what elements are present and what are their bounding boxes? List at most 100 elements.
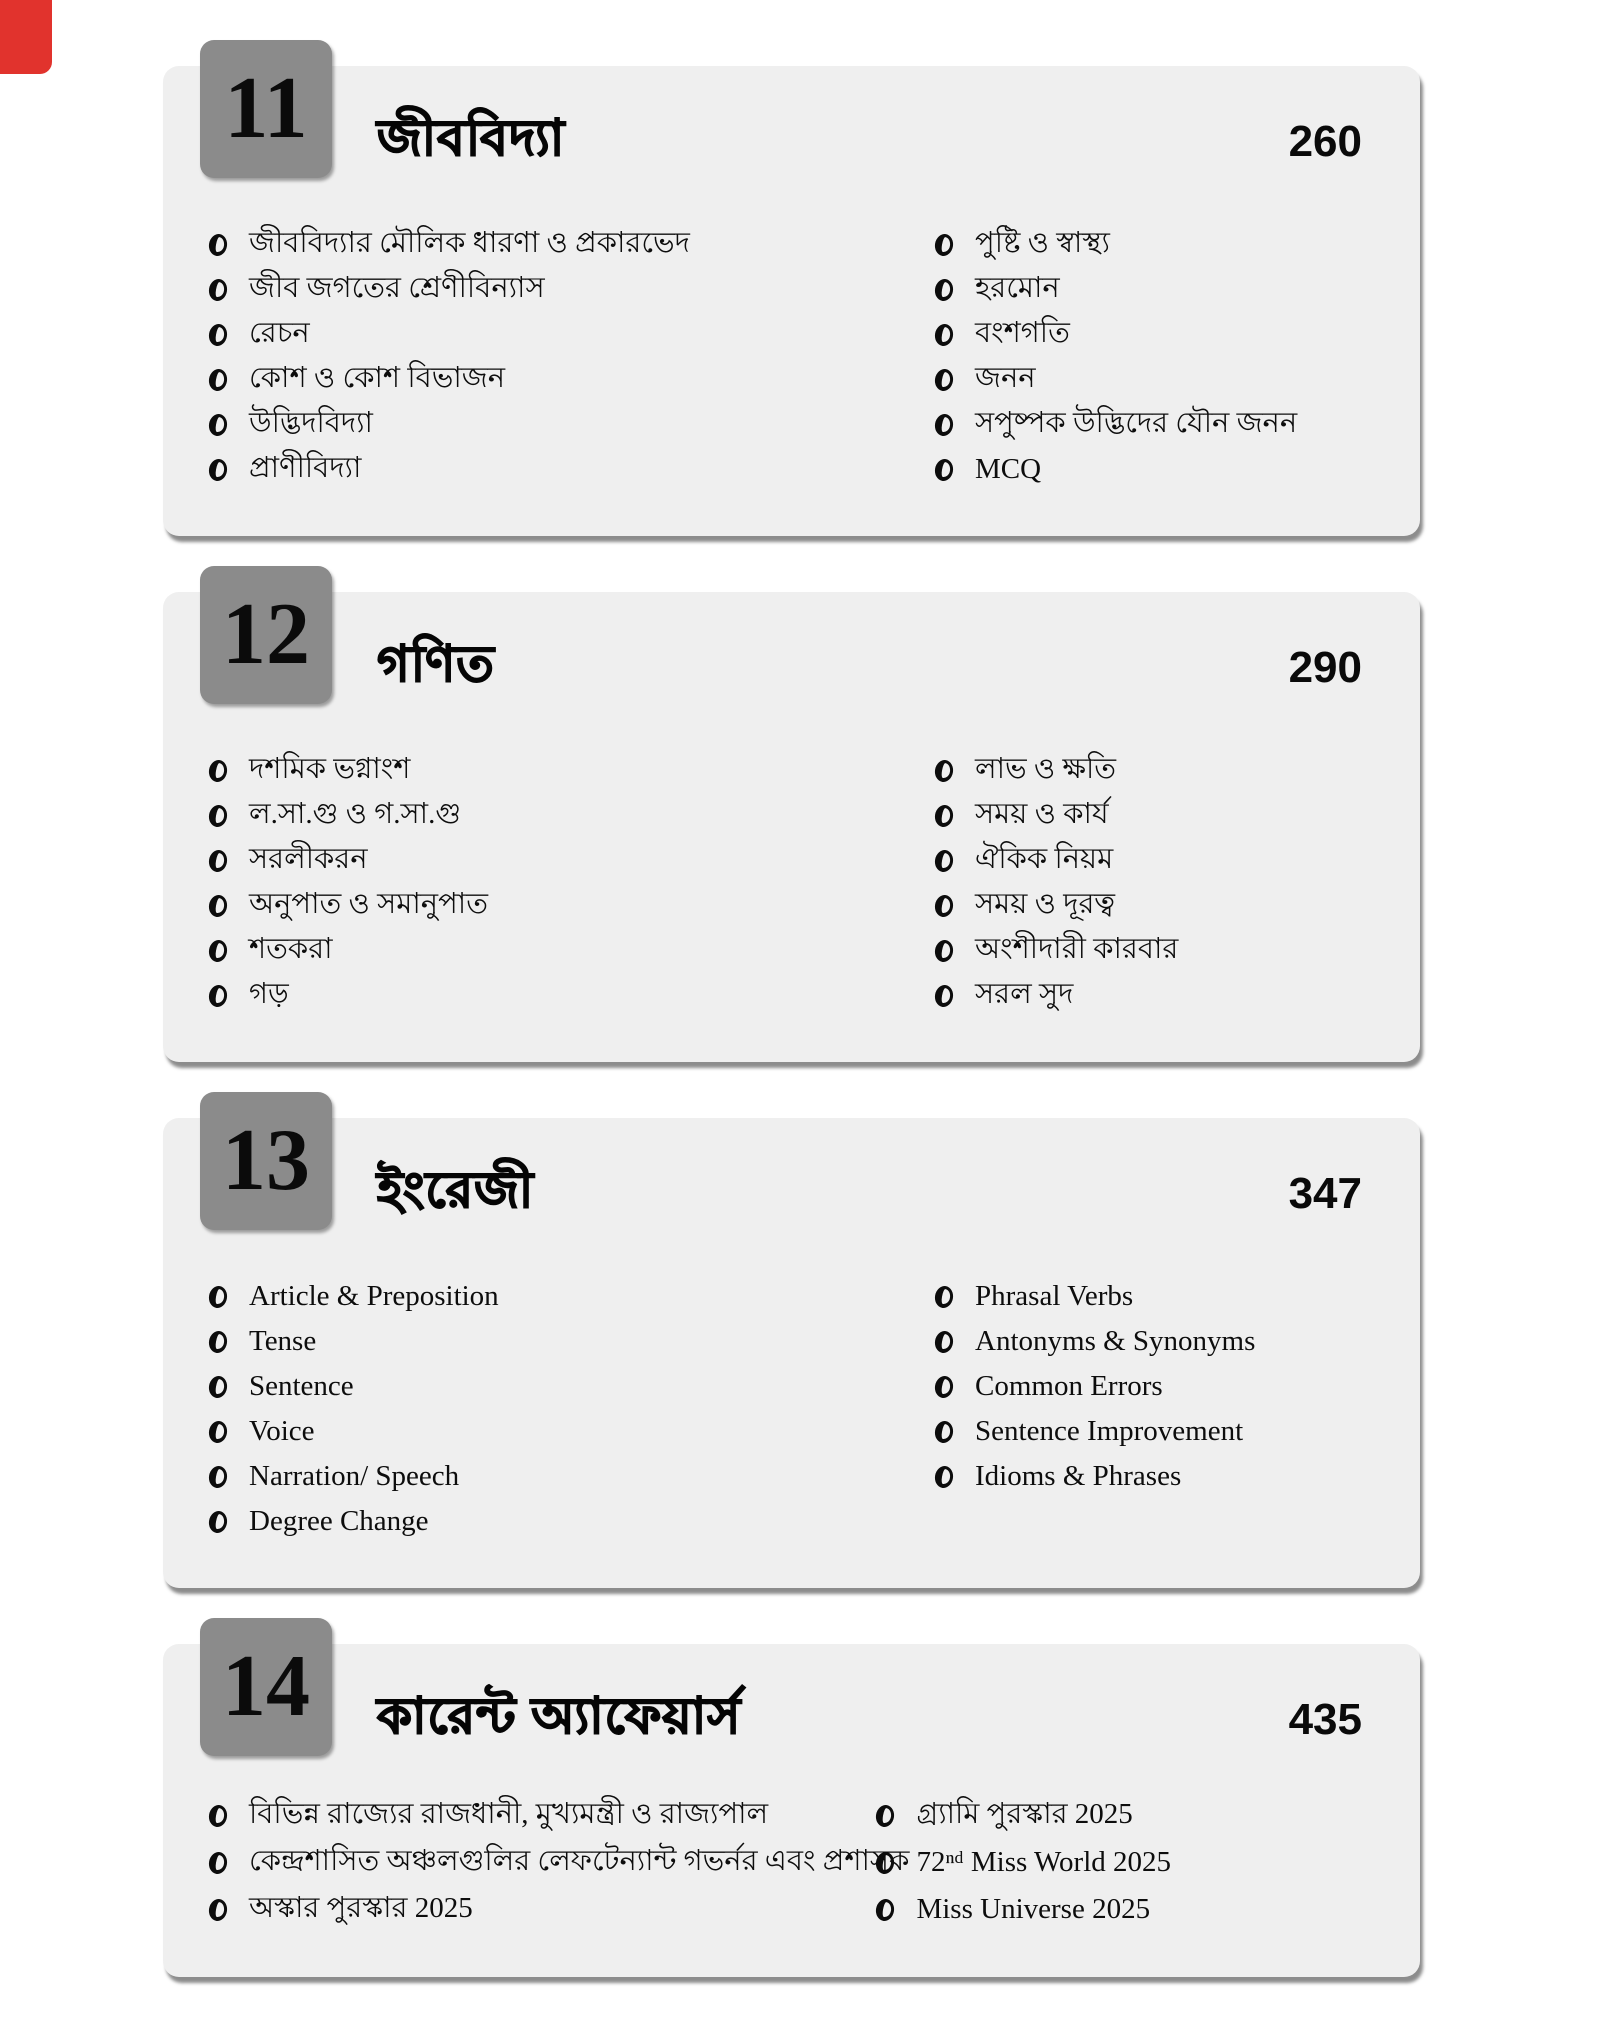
toc-item-label: Voice: [249, 1415, 315, 1447]
toc-column-left: বিভিন্ন রাজ্যের রাজধানী, মুখ্যমন্ত্রী ও …: [207, 1792, 909, 1933]
toc-item-label: সরলীকরন: [249, 843, 368, 875]
toc-item: Article & Preposition: [207, 1274, 935, 1319]
section-title: কারেন্ট অ্যাফেয়ার্স: [376, 1687, 742, 1744]
toc-item-label: অনুপাত ও সমানুপাত: [249, 888, 488, 920]
toc-item: উদ্ভিদবিদ্যা: [207, 402, 935, 447]
open-circle-bullet-icon: [933, 367, 955, 392]
open-circle-bullet-icon: [874, 1897, 897, 1922]
section-number: 12: [222, 586, 310, 683]
toc-item-label: 72ⁿᵈ Miss World 2025: [916, 1846, 1172, 1878]
toc-item: কেন্দ্রশাসিত অঞ্চলগুলির লেফটেন্যান্ট গভর…: [207, 1839, 909, 1886]
toc-item: Phrasal Verbs: [933, 1274, 1380, 1319]
toc-item-label: শতকরা: [249, 933, 333, 965]
toc-item-label: ঐকিক নিয়ম: [975, 843, 1114, 875]
toc-item: প্রাণীবিদ্যা: [207, 447, 935, 492]
toc-item: কোশ ও কোশ বিভাজন: [207, 357, 935, 402]
open-circle-bullet-icon: [207, 277, 229, 302]
toc-section-card: 13 ইংরেজী 347 Article & Preposition Tense…: [163, 1090, 1420, 1588]
section-page-number: 260: [1288, 117, 1362, 166]
toc-item-label: গড়: [249, 978, 289, 1010]
toc-item: ঐকিক নিয়ম: [933, 838, 1380, 883]
open-circle-bullet-icon: [207, 1850, 229, 1875]
open-circle-bullet-icon: [207, 1509, 229, 1534]
toc-item-label: Phrasal Verbs: [975, 1280, 1134, 1312]
section-page-number: 435: [1288, 1695, 1362, 1744]
toc-item-label: MCQ: [975, 453, 1042, 485]
toc-item-label: সরল সুদ: [975, 978, 1074, 1010]
toc-item: ল.সা.গু ও গ.সা.গু: [207, 793, 935, 838]
section-number: 14: [222, 1638, 310, 1735]
toc-item-label: দশমিক ভগ্নাংশ: [249, 753, 411, 785]
toc-columns: জীববিদ্যার মৌলিক ধারণা ও প্রকারভেদ জীব জগ…: [163, 188, 1420, 500]
toc-columns: বিভিন্ন রাজ্যের রাজধানী, মুখ্যমন্ত্রী ও …: [163, 1766, 1420, 1941]
open-circle-bullet-icon: [207, 1329, 229, 1354]
section-header: ইংরেজী 347: [163, 1118, 1420, 1240]
toc-item-label: Common Errors: [975, 1370, 1163, 1402]
toc-item: জীববিদ্যার মৌলিক ধারণা ও প্রকারভেদ: [207, 222, 935, 267]
toc-item-label: গ্র্যামি পুরস্কার 2025: [916, 1798, 1133, 1830]
section-page-number: 290: [1288, 643, 1362, 692]
toc-item: Degree Change: [207, 1499, 935, 1544]
toc-item-label: Idioms & Phrases: [975, 1460, 1182, 1492]
open-circle-bullet-icon: [207, 848, 229, 873]
toc-item: জীব জগতের শ্রেণীবিন্যাস: [207, 267, 935, 312]
toc-item: Tense: [207, 1319, 935, 1364]
open-circle-bullet-icon: [933, 983, 955, 1008]
toc-item: Narration/ Speech: [207, 1454, 935, 1499]
open-circle-bullet-icon: [207, 232, 229, 257]
toc-item: অনুপাত ও সমানুপাত: [207, 883, 935, 928]
open-circle-bullet-icon: [207, 1284, 229, 1309]
open-circle-bullet-icon: [933, 1329, 955, 1354]
open-circle-bullet-icon: [207, 983, 229, 1008]
open-circle-bullet-icon: [933, 893, 955, 918]
toc-item-label: জীববিদ্যার মৌলিক ধারণা ও প্রকারভেদ: [249, 227, 690, 259]
table-of-contents: 11 জীববিদ্যা 260 জীববিদ্যার মৌলিক ধারণা …: [163, 0, 1420, 2033]
open-circle-bullet-icon: [207, 1897, 229, 1922]
open-circle-bullet-icon: [933, 232, 955, 257]
toc-item-label: অস্কার পুরস্কার 2025: [249, 1892, 473, 1924]
section-number-badge: 13: [180, 1090, 332, 1230]
open-circle-bullet-icon: [933, 803, 955, 828]
toc-section-card: 11 জীববিদ্যা 260 জীববিদ্যার মৌলিক ধারণা …: [163, 38, 1420, 536]
toc-item-label: হরমোন: [975, 272, 1060, 304]
toc-item-label: সময় ও দূরত্ব: [975, 888, 1116, 920]
toc-item: Sentence: [207, 1364, 935, 1409]
open-circle-bullet-icon: [207, 367, 229, 392]
toc-item-label: অংশীদারী কারবার: [975, 933, 1179, 965]
toc-column-right: পুষ্টি ও স্বাস্থ্য হরমোন বংশগতি জনন সপুষ্পক …: [933, 222, 1380, 492]
open-circle-bullet-icon: [874, 1850, 897, 1875]
toc-item: দশমিক ভগ্নাংশ: [207, 748, 935, 793]
toc-column-right: Phrasal Verbs Antonyms & Synonyms Common E…: [933, 1274, 1380, 1544]
toc-item: রেচন: [207, 312, 935, 357]
toc-item: পুষ্টি ও স্বাস্থ্য: [933, 222, 1380, 267]
toc-item-label: জনন: [975, 362, 1036, 394]
open-circle-bullet-icon: [933, 938, 955, 963]
section-number: 13: [222, 1112, 310, 1209]
toc-item-label: Miss Universe 2025: [916, 1893, 1151, 1925]
toc-item: গড়: [207, 973, 935, 1018]
open-circle-bullet-icon: [207, 758, 229, 783]
toc-item-label: Article & Preposition: [249, 1280, 499, 1312]
toc-column-right: লাভ ও ক্ষতি সময় ও কার্য ঐকিক নিয়ম সময় ও …: [933, 748, 1380, 1018]
toc-item: সময় ও দূরত্ব: [933, 883, 1380, 928]
toc-item-label: Sentence: [249, 1370, 354, 1402]
toc-item: সরল সুদ: [933, 973, 1380, 1018]
open-circle-bullet-icon: [933, 322, 955, 347]
toc-column-left: দশমিক ভগ্নাংশ ল.সা.গু ও গ.সা.গু সরলীকরন অনু…: [207, 748, 935, 1018]
open-circle-bullet-icon: [207, 803, 229, 828]
toc-item: শতকরা: [207, 928, 935, 973]
toc-item: গ্র্যামি পুরস্কার 2025: [874, 1792, 1380, 1839]
section-header: গণিত 290: [163, 592, 1420, 714]
toc-item-label: Narration/ Speech: [249, 1460, 460, 1492]
section-number: 11: [224, 60, 308, 157]
toc-item: 72ⁿᵈ Miss World 2025: [874, 1839, 1380, 1886]
toc-item: সময় ও কার্য: [933, 793, 1380, 838]
open-circle-bullet-icon: [207, 457, 229, 482]
section-number-badge: 12: [180, 564, 332, 704]
toc-item: Miss Universe 2025: [874, 1886, 1380, 1933]
toc-item-label: প্রাণীবিদ্যা: [249, 452, 362, 484]
toc-item: হরমোন: [933, 267, 1380, 312]
toc-item: Idioms & Phrases: [933, 1454, 1380, 1499]
section-title: গণিত: [376, 635, 495, 692]
toc-section-card: 12 গণিত 290 দশমিক ভগ্নাংশ ল.সা.গু ও গ.সা.…: [163, 564, 1420, 1062]
